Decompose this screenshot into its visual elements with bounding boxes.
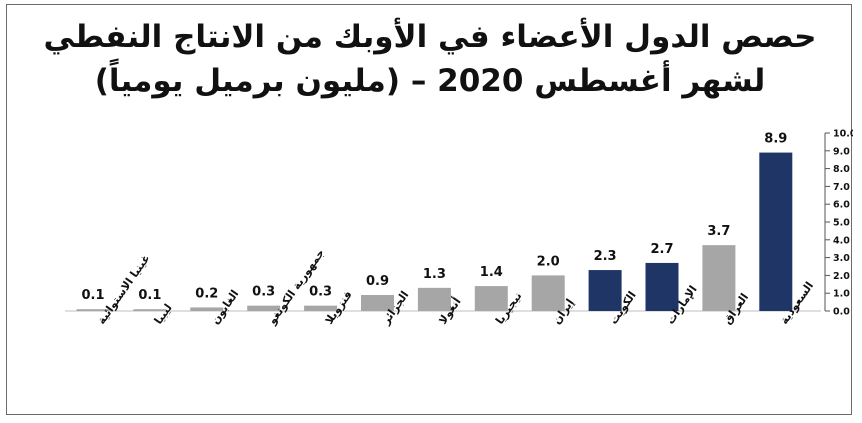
y-tick-label: 5.0 [833, 218, 850, 229]
bar [190, 307, 224, 311]
bar [133, 309, 167, 311]
bar [417, 287, 451, 311]
y-tick-label: 7.0 [833, 182, 850, 193]
chart-title: حصص الدول الأعضاء في الأوبك من الانتاج ا… [7, 15, 853, 103]
bar [76, 309, 110, 311]
data-label: 0.3 [252, 285, 275, 300]
x-tick-label: ليبيا [152, 301, 175, 326]
y-tick-label: 3.0 [833, 253, 850, 264]
y-tick-label: 0.0 [833, 307, 850, 318]
chart-title-line-2: لشهر أغسطس 2020 – (مليون برميل يومياً) [94, 63, 766, 99]
data-label: 1.4 [480, 265, 503, 280]
data-label: 3.7 [707, 224, 730, 239]
chart-title-line-1: حصص الدول الأعضاء في الأوبك من الانتاج ا… [43, 19, 817, 55]
y-tick-label: 8.0 [833, 164, 850, 175]
y-tick-label: 1.0 [833, 289, 850, 300]
bar [247, 305, 281, 311]
data-label: 0.3 [309, 285, 332, 300]
bar [474, 286, 508, 311]
y-tick-label: 6.0 [833, 200, 850, 211]
data-label: 0.1 [138, 288, 161, 303]
bar-chart: 0.01.02.03.04.05.06.07.08.09.010.00.1غين… [65, 129, 853, 328]
data-label: 8.9 [764, 132, 787, 147]
bar [531, 275, 565, 311]
chart-frame: حصص الدول الأعضاء في الأوبك من الانتاج ا… [6, 4, 853, 415]
bar [588, 270, 622, 311]
y-tick-label: 9.0 [833, 146, 850, 157]
bar [759, 152, 793, 311]
data-label: 2.3 [594, 249, 617, 264]
data-label: 2.0 [537, 254, 560, 269]
data-label: 1.3 [423, 267, 446, 282]
data-label: 0.1 [81, 288, 104, 303]
data-label: 0.2 [195, 286, 218, 301]
bar [645, 262, 679, 311]
y-tick-label: 10.0 [833, 129, 853, 140]
bar [702, 245, 736, 311]
y-tick-label: 4.0 [833, 235, 850, 246]
bar [304, 305, 338, 311]
bar [361, 294, 394, 311]
data-label: 2.7 [650, 242, 673, 257]
data-label: 0.9 [366, 274, 389, 289]
y-tick-label: 2.0 [833, 271, 850, 282]
